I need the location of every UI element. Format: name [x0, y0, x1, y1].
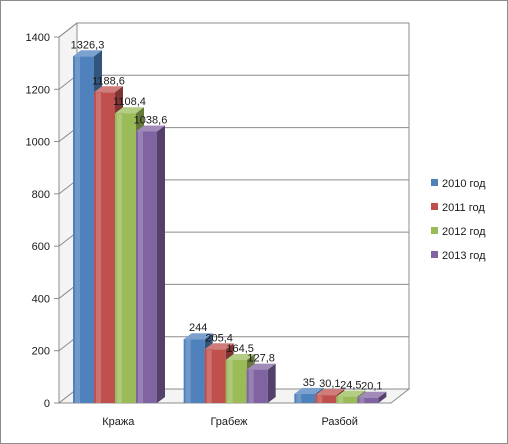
- y-axis: 0 200 400 600 800 1000 1200 1400: [26, 32, 60, 410]
- data-label: 1108,4: [113, 96, 146, 108]
- legend-label: 2013 год: [442, 250, 486, 262]
- data-label: 20,1: [361, 381, 382, 393]
- y-tick-label: 600: [32, 241, 50, 253]
- data-label: 164,5: [226, 343, 254, 355]
- data-label: 205,4: [205, 332, 233, 344]
- x-tick-label: Грабеж: [210, 416, 248, 428]
- y-tick-label: 200: [32, 346, 50, 358]
- bar: [136, 125, 165, 403]
- legend-label: 2011 год: [442, 202, 485, 214]
- y-tick-label: 0: [44, 398, 50, 410]
- data-label: 1038,6: [134, 114, 168, 126]
- data-label: 1326,3: [71, 39, 105, 51]
- x-tick-label: Кража: [102, 416, 135, 428]
- x-axis: Кража Грабеж Разбой: [102, 416, 358, 428]
- x-tick-label: Разбой: [321, 416, 357, 428]
- data-labels: 1326,3 1188,6 1108,4 1038,6 244205,4164,5127…: [71, 39, 383, 392]
- legend-label: 2010 год: [442, 178, 486, 190]
- legend-entry: 2013 год: [431, 250, 486, 262]
- y-tick-label: 400: [32, 293, 50, 305]
- y-tick-label: 1400: [26, 32, 50, 44]
- legend-swatch: [431, 251, 438, 258]
- legend-entry: 2010 год: [431, 178, 486, 190]
- y-tick-label: 800: [32, 189, 50, 201]
- y-tick-label: 1200: [26, 84, 50, 96]
- data-label: 35: [303, 377, 315, 389]
- legend-entry: 2012 год: [431, 226, 486, 238]
- legend: 2010 год 2011 год 2012 год 2013 год: [431, 178, 486, 262]
- data-label: 244: [189, 322, 207, 334]
- legend-swatch: [431, 179, 438, 186]
- bars: [73, 50, 387, 404]
- data-label: 30,1: [319, 378, 340, 390]
- legend-swatch: [431, 227, 438, 234]
- bar: [246, 363, 276, 403]
- legend-entry: 2011 год: [431, 202, 485, 214]
- y-tick-label: 1000: [26, 137, 50, 149]
- bar: [357, 391, 387, 403]
- gridline: [58, 22, 409, 38]
- data-label: 127,8: [247, 353, 275, 365]
- legend-label: 2012 год: [442, 226, 486, 238]
- data-label: 24,5: [340, 380, 361, 392]
- legend-swatch: [431, 203, 438, 210]
- data-label: 1188,6: [92, 75, 125, 87]
